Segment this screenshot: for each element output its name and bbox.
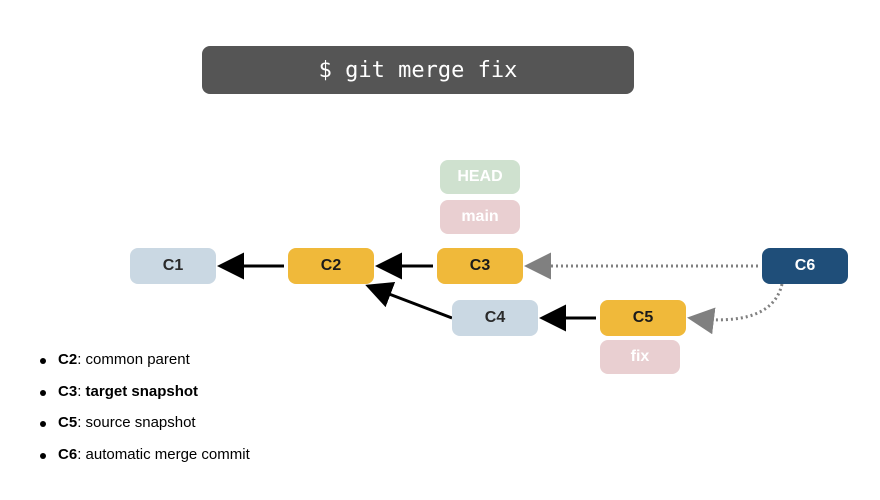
legend-key: C2 <box>58 351 77 368</box>
node-label: main <box>461 208 498 226</box>
node-label: C2 <box>321 257 341 275</box>
legend-desc: automatic merge commit <box>86 446 250 463</box>
node-c3: C3 <box>437 248 523 284</box>
node-label: C4 <box>485 309 505 327</box>
node-c6: C6 <box>762 248 848 284</box>
legend-key: C3 <box>58 383 77 400</box>
arrow-c4-c2 <box>368 286 452 318</box>
legend-item: C3: target snapshot <box>40 382 250 402</box>
node-c1: C1 <box>130 248 216 284</box>
node-main: main <box>440 200 520 234</box>
node-head: HEAD <box>440 160 520 194</box>
node-label: HEAD <box>457 168 502 186</box>
node-c5: C5 <box>600 300 686 336</box>
legend-item: C6: automatic merge commit <box>40 445 250 465</box>
node-label: C3 <box>470 257 490 275</box>
node-label: fix <box>631 348 650 366</box>
legend-key: C5 <box>58 414 77 431</box>
legend: C2: common parent C3: target snapshot C5: … <box>40 350 250 464</box>
node-label: C1 <box>163 257 183 275</box>
node-c4: C4 <box>452 300 538 336</box>
node-fix: fix <box>600 340 680 374</box>
legend-desc: source snapshot <box>86 414 196 431</box>
node-c2: C2 <box>288 248 374 284</box>
legend-item: C5: source snapshot <box>40 413 250 433</box>
legend-key: C6 <box>58 446 77 463</box>
node-label: C6 <box>795 257 815 275</box>
arrow-c6-c5 <box>690 284 782 320</box>
legend-item: C2: common parent <box>40 350 250 370</box>
legend-desc: common parent <box>86 351 190 368</box>
node-label: C5 <box>633 309 653 327</box>
legend-desc: target snapshot <box>86 383 199 400</box>
